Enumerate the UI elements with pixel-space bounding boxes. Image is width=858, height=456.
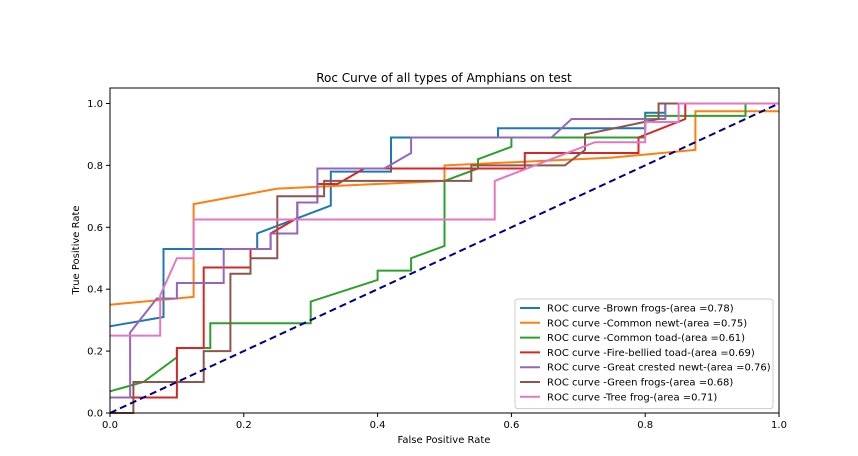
y-tick-label: 1.0 (87, 99, 103, 110)
y-tick-label: 0.0 (87, 409, 103, 420)
plot-frame (109, 87, 780, 414)
legend-entry: ROC curve -Tree frog-(area =0.71) (547, 392, 717, 403)
y-tick-label: 0.6 (87, 223, 103, 234)
roc-series-line-0 (109, 102, 779, 328)
x-tick-label: 0.2 (236, 420, 252, 431)
plot-area (109, 102, 780, 414)
chart-title: Roc Curve of all types of Amphians on te… (316, 71, 572, 85)
y-tick-label: 0.8 (87, 161, 103, 172)
legend: ROC curve -Brown frogs-(area =0.78) ROC c… (514, 298, 774, 410)
legend-entry: ROC curve -Fire-bellied toad-(area =0.69… (547, 348, 755, 359)
x-tick-label: 0.4 (370, 420, 386, 431)
x-tick-label: 0.8 (637, 420, 653, 431)
chance-diagonal-line (109, 102, 780, 414)
x-axis: 0.0 0.2 0.4 0.6 0.8 1.0 (102, 413, 787, 431)
roc-series-line-6 (110, 102, 779, 337)
legend-entry: ROC curve -Common toad-(area =0.61) (547, 333, 745, 344)
x-tick-label: 0.6 (503, 420, 519, 431)
legend-box (514, 298, 774, 410)
x-tick-label: 0.0 (102, 420, 118, 431)
y-tick-label: 0.4 (87, 285, 103, 296)
x-tick-label: 1.0 (771, 420, 787, 431)
legend-entry: ROC curve -Green frogs-(area =0.68) (547, 378, 733, 389)
legend-entry: ROC curve -Common newt-(area =0.75) (547, 318, 747, 329)
roc-series-line-5 (110, 102, 779, 414)
roc-series-line-4 (110, 102, 779, 399)
legend-entry: ROC curve -Great crested newt-(area =0.7… (547, 363, 771, 374)
legend-entry: ROC curve -Brown frogs-(area =0.78) (547, 304, 734, 315)
x-axis-label: False Positive Rate (398, 435, 491, 446)
y-tick-label: 0.2 (87, 347, 103, 358)
y-axis: 0.0 0.2 0.4 0.6 0.8 1.0 (87, 99, 110, 420)
y-axis-label: True Positive Rate (71, 205, 82, 295)
